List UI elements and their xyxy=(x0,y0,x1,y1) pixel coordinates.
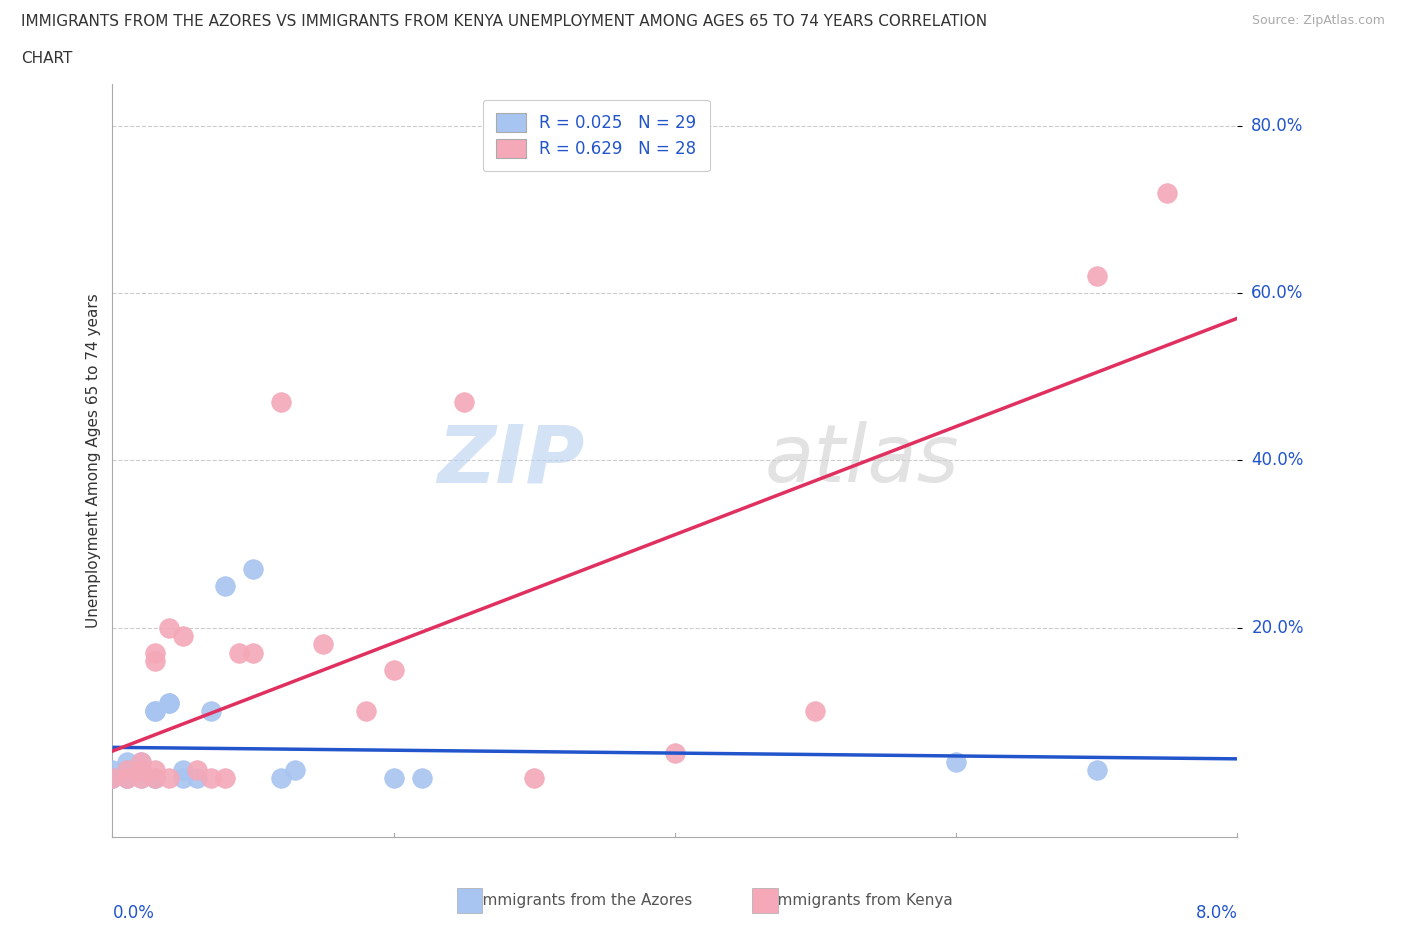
Point xyxy=(143,771,166,786)
Point xyxy=(157,620,180,635)
Text: 80.0%: 80.0% xyxy=(1251,116,1303,135)
Text: Immigrants from Kenya: Immigrants from Kenya xyxy=(773,893,953,908)
Point xyxy=(664,746,686,761)
Text: Immigrants from the Azores: Immigrants from the Azores xyxy=(478,893,692,908)
Point xyxy=(129,763,152,777)
Point xyxy=(115,763,138,777)
Point xyxy=(157,696,180,711)
Point xyxy=(382,771,405,786)
Point xyxy=(129,771,152,786)
Point xyxy=(523,771,546,786)
Point xyxy=(354,704,377,719)
Point xyxy=(115,771,138,786)
Point xyxy=(200,704,222,719)
Point xyxy=(312,637,335,652)
Text: 40.0%: 40.0% xyxy=(1251,451,1303,470)
Point xyxy=(172,629,194,644)
Point xyxy=(382,662,405,677)
Point xyxy=(214,578,236,593)
Point xyxy=(115,771,138,786)
Point xyxy=(101,771,124,786)
Point xyxy=(172,763,194,777)
Text: 8.0%: 8.0% xyxy=(1195,904,1237,922)
Point xyxy=(143,771,166,786)
Point xyxy=(945,754,967,769)
Point xyxy=(284,763,307,777)
Point xyxy=(242,645,264,660)
Point xyxy=(143,645,166,660)
Point xyxy=(143,704,166,719)
Point xyxy=(186,771,208,786)
Point xyxy=(157,771,180,786)
Point xyxy=(101,771,124,786)
Point xyxy=(200,771,222,786)
Point xyxy=(270,771,292,786)
Y-axis label: Unemployment Among Ages 65 to 74 years: Unemployment Among Ages 65 to 74 years xyxy=(86,293,101,628)
Point xyxy=(143,704,166,719)
Point xyxy=(129,763,152,777)
Point xyxy=(1085,269,1108,284)
Point xyxy=(242,562,264,577)
Text: 20.0%: 20.0% xyxy=(1251,618,1303,637)
Point xyxy=(1085,763,1108,777)
Text: 0.0%: 0.0% xyxy=(112,904,155,922)
Point xyxy=(101,771,124,786)
Point xyxy=(1156,185,1178,200)
Point xyxy=(143,771,166,786)
Point xyxy=(228,645,250,660)
Point xyxy=(129,763,152,777)
Point xyxy=(214,771,236,786)
Point xyxy=(143,763,166,777)
Point xyxy=(129,771,152,786)
Point xyxy=(115,771,138,786)
Text: 60.0%: 60.0% xyxy=(1251,284,1303,302)
Point xyxy=(172,771,194,786)
Text: atlas: atlas xyxy=(765,421,960,499)
Point xyxy=(129,754,152,769)
Point xyxy=(143,654,166,669)
Text: ZIP: ZIP xyxy=(437,421,585,499)
Point xyxy=(453,394,475,409)
Point xyxy=(115,763,138,777)
Point xyxy=(101,763,124,777)
Point xyxy=(115,754,138,769)
Point xyxy=(186,763,208,777)
Legend: R = 0.025   N = 29, R = 0.629   N = 28: R = 0.025 N = 29, R = 0.629 N = 28 xyxy=(482,100,710,171)
Point xyxy=(129,754,152,769)
Text: IMMIGRANTS FROM THE AZORES VS IMMIGRANTS FROM KENYA UNEMPLOYMENT AMONG AGES 65 T: IMMIGRANTS FROM THE AZORES VS IMMIGRANTS… xyxy=(21,14,987,29)
Point xyxy=(270,394,292,409)
Text: CHART: CHART xyxy=(21,51,73,66)
Text: Source: ZipAtlas.com: Source: ZipAtlas.com xyxy=(1251,14,1385,27)
Point xyxy=(804,704,827,719)
Point xyxy=(157,696,180,711)
Point xyxy=(411,771,433,786)
